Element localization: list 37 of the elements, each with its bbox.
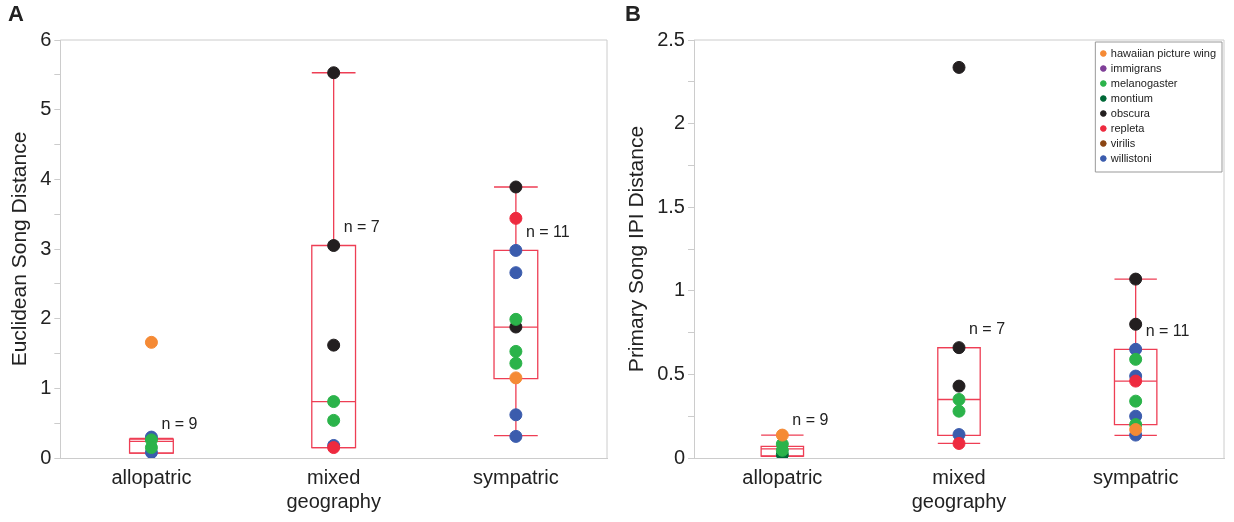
legend-label: virilis [1110,136,1136,149]
legend-label: immigrans [1110,61,1163,74]
legend-label: willistoni [1109,151,1152,164]
legend-label: hawaiian picture wing [1110,46,1216,59]
y-tick-label: 0 [40,445,52,468]
annotation: n = 7 [969,320,1006,338]
y-tick-label: 4 [40,166,52,189]
y-tick-label: 5 [40,97,52,120]
y-axis-title: Primary Song IPI Distance [624,125,648,373]
x-tick-label: allopatric [742,465,823,488]
x-tick-label: sympatric [473,465,559,488]
y-tick-label: 1.5 [657,194,685,217]
chart-title: A [8,1,24,27]
legend-label: melanogaster [1110,76,1178,89]
y-tick-label: 2 [673,111,685,134]
legend-label: repleta [1110,121,1146,134]
y-tick-label: 2 [40,306,52,329]
annotation: n = 11 [525,222,570,240]
legend-label: obscura [1110,106,1151,119]
y-tick-label: 2.5 [657,27,685,50]
chart-title: B [625,1,641,27]
y-tick-label: 3 [40,236,52,259]
annotation: n = 7 [343,217,380,235]
y-tick-label: 1 [40,375,52,398]
y-tick-label: 6 [40,27,52,50]
annotation: n = 9 [792,411,829,429]
y-tick-label: 0.5 [657,361,685,384]
x-tick-label: allopatric [111,465,192,488]
y-tick-label: 1 [673,278,685,301]
annotation: n = 9 [161,414,198,432]
y-tick-label: 0 [673,445,685,468]
y-axis-title: Euclidean Song Distance [7,131,31,367]
x-tick-label: sympatric [1092,465,1179,488]
x-tick-label: mixed geography [911,465,1007,512]
annotation: n = 11 [1145,321,1190,339]
x-tick-label: mixed geography [286,465,381,512]
legend-label: montium [1110,91,1154,104]
